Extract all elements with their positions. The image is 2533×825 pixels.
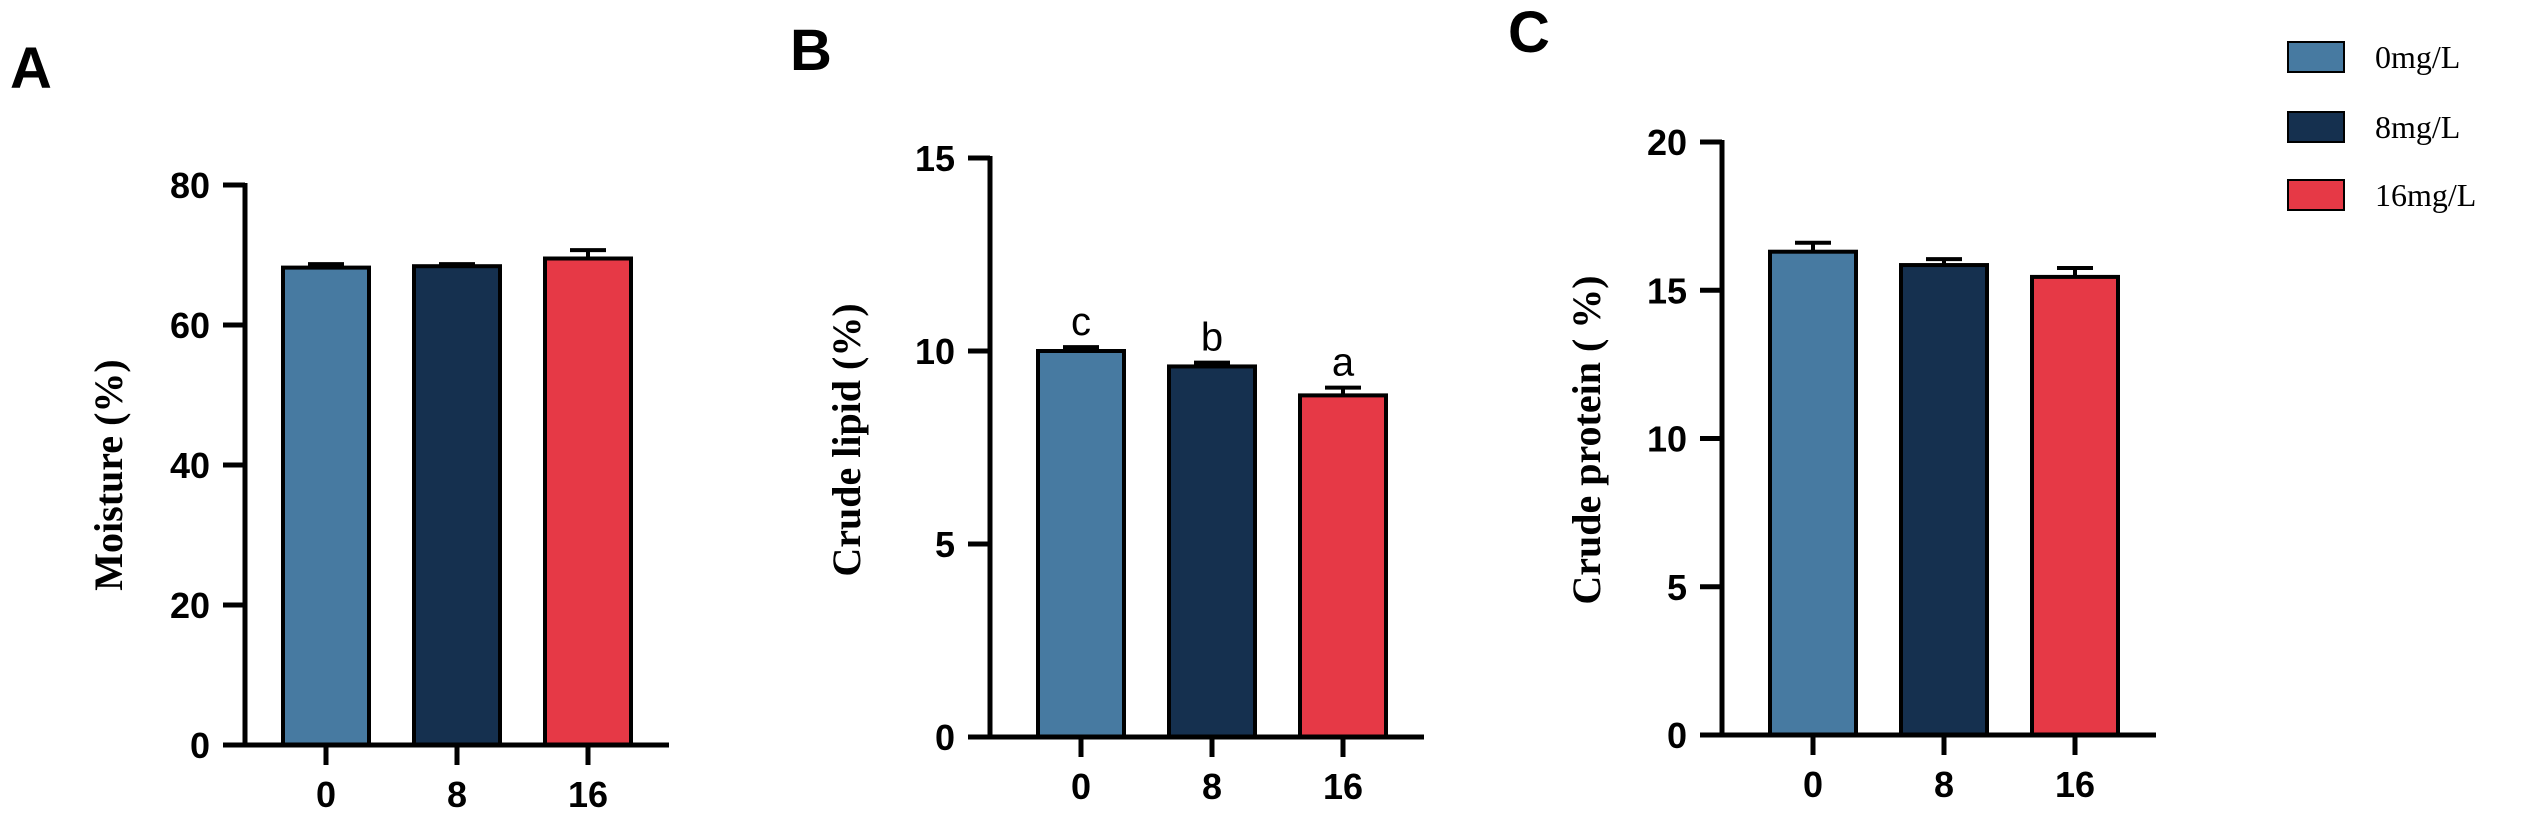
- y-tick-c-0: 0: [1667, 715, 1687, 756]
- x-tick-a-8: 8: [447, 774, 467, 815]
- bar-a-0: [281, 265, 371, 747]
- y-tick-a-40: 40: [170, 445, 210, 486]
- bar-a-16: [543, 256, 633, 747]
- bar-c-0: [1768, 249, 1858, 738]
- y-axis-title-a: Moisture (%): [86, 359, 131, 590]
- panel-b: B Crude lipid (%) 0 c 8 b 16 a 0 5 10 15: [790, 18, 1424, 807]
- y-tick-a-0: 0: [190, 725, 210, 766]
- y-tick-c-20: 20: [1647, 122, 1687, 163]
- y-tick-c-10: 10: [1647, 419, 1687, 460]
- y-axis-title-b: Crude lipid (%): [824, 303, 869, 576]
- panel-letter-c: C: [1508, 0, 1550, 65]
- legend-label-0mg: 0mg/L: [2375, 39, 2460, 75]
- bar-b-8: [1167, 364, 1257, 739]
- sig-label-b-16: a: [1332, 341, 1355, 385]
- legend-label-16mg: 16mg/L: [2375, 177, 2476, 213]
- sig-label-b-8: b: [1201, 316, 1223, 360]
- y-tick-c-5: 5: [1667, 567, 1687, 608]
- y-axis-title-c: Crude protein ( %): [1564, 275, 1609, 604]
- bar-c-8: [1899, 263, 1989, 737]
- panel-letter-b: B: [790, 18, 832, 83]
- legend: 0mg/L 8mg/L 16mg/L: [2287, 39, 2476, 213]
- x-tick-c-8: 8: [1934, 764, 1954, 805]
- y-tick-b-0: 0: [935, 717, 955, 758]
- x-tick-b-16: 16: [1323, 766, 1363, 807]
- y-tick-c-15: 15: [1647, 270, 1687, 311]
- legend-swatch-8mg: [2287, 111, 2345, 143]
- bar-a-8: [412, 264, 502, 747]
- bar-b-0: [1036, 349, 1126, 739]
- x-tick-a-0: 0: [316, 774, 336, 815]
- legend-swatch-16mg: [2287, 179, 2345, 211]
- panel-c: C Crude protein ( %) 0 8 16 0 5 10 15 20: [1508, 0, 2156, 805]
- x-tick-b-0: 0: [1071, 766, 1091, 807]
- y-tick-b-15: 15: [915, 138, 955, 179]
- x-tick-a-16: 16: [568, 774, 608, 815]
- x-tick-b-8: 8: [1202, 766, 1222, 807]
- y-tick-b-5: 5: [935, 524, 955, 565]
- x-tick-c-16: 16: [2055, 764, 2095, 805]
- legend-swatch-0mg: [2287, 41, 2345, 73]
- y-tick-b-10: 10: [915, 331, 955, 372]
- y-tick-a-60: 60: [170, 305, 210, 346]
- sig-label-b-0: c: [1071, 300, 1091, 344]
- panel-a: A Moisture (%) 0 8 16 0 20 40 60 80: [10, 36, 669, 815]
- panel-letter-a: A: [10, 36, 52, 101]
- x-tick-c-0: 0: [1803, 764, 1823, 805]
- bar-b-16: [1298, 393, 1388, 739]
- legend-label-8mg: 8mg/L: [2375, 109, 2460, 145]
- y-tick-a-20: 20: [170, 585, 210, 626]
- bar-c-16: [2030, 274, 2120, 737]
- y-tick-a-80: 80: [170, 165, 210, 206]
